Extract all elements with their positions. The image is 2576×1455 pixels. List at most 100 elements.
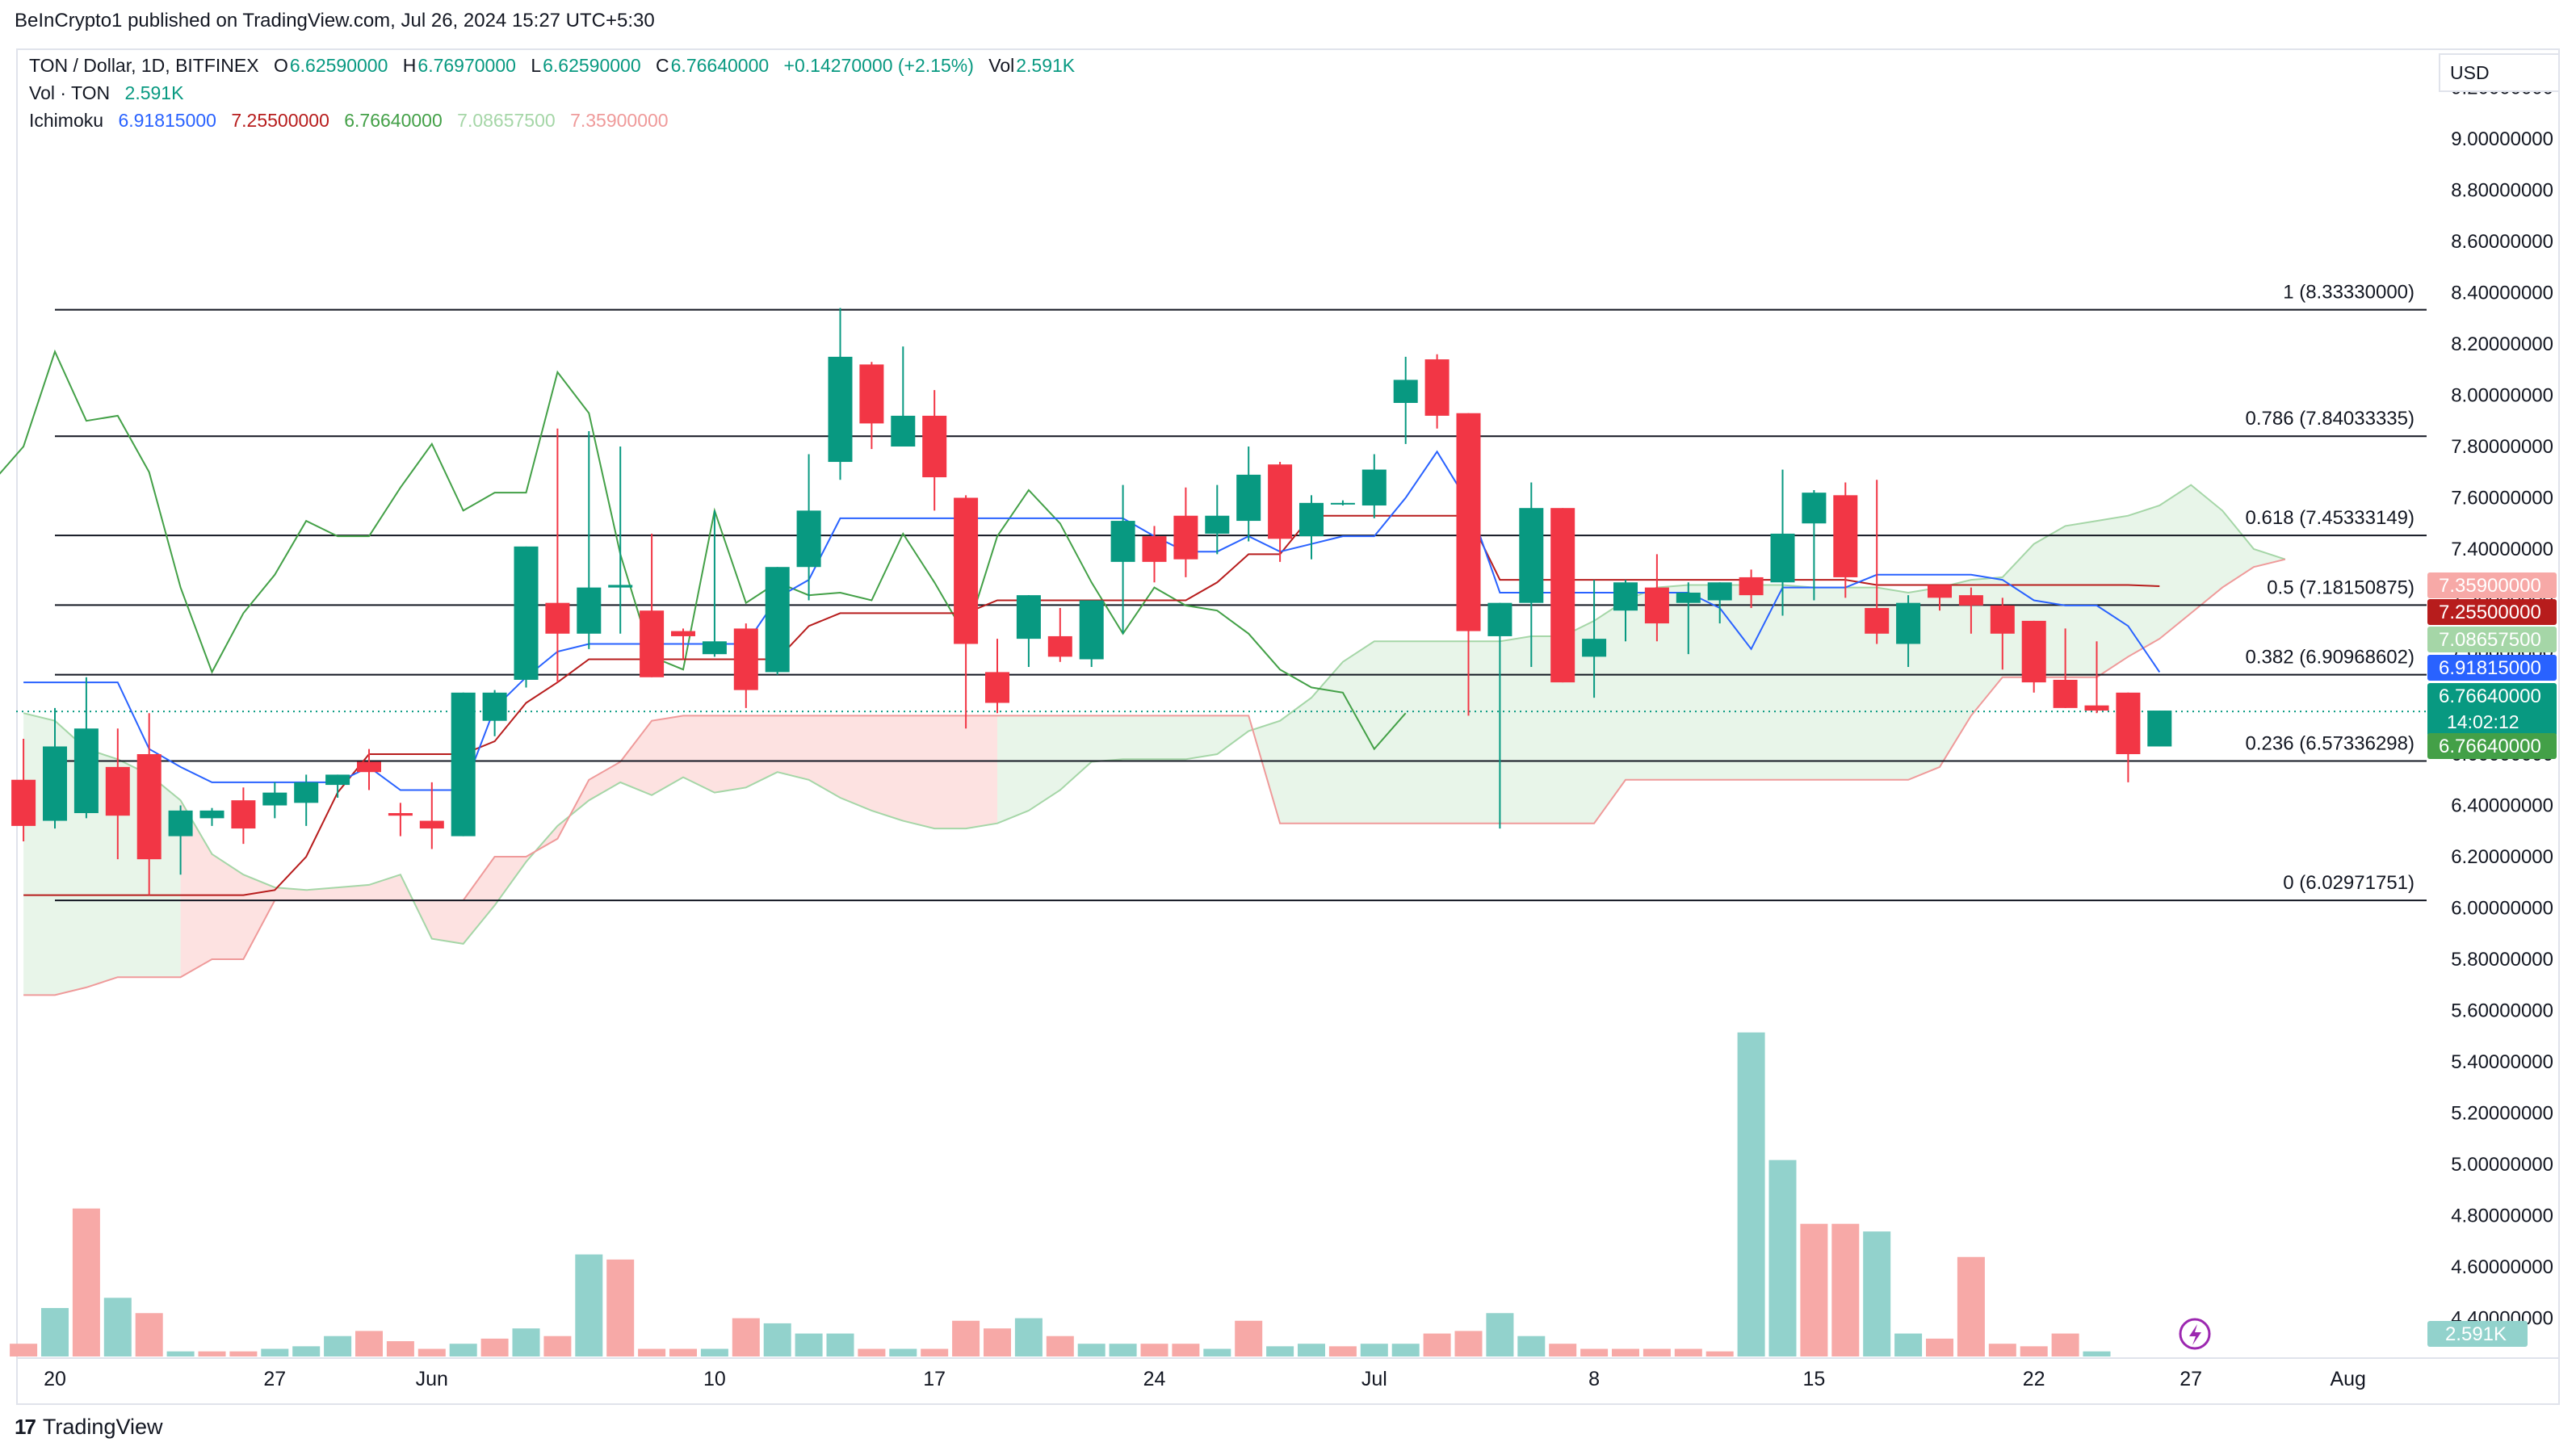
candle-body xyxy=(1173,515,1198,560)
volume-bar xyxy=(166,1351,195,1356)
price-tick-label: 5.60000000 xyxy=(2451,1000,2553,1022)
volume-bar xyxy=(1235,1320,1263,1356)
time-tick-label: 15 xyxy=(1802,1368,1825,1390)
volume-bar xyxy=(1266,1346,1294,1356)
price-tick-label: 4.60000000 xyxy=(2451,1256,2553,1278)
candle-body xyxy=(1236,474,1261,522)
volume-bar xyxy=(1360,1344,1388,1356)
volume-bar xyxy=(1014,1318,1043,1356)
candle-body xyxy=(1361,469,1387,506)
candle-body xyxy=(294,782,319,803)
volume-bar xyxy=(1768,1159,1797,1356)
candle-body xyxy=(43,746,67,821)
tradingview-footer[interactable]: 17 TradingView xyxy=(15,1415,163,1440)
candle-body xyxy=(199,810,224,819)
candle-body xyxy=(1079,600,1104,660)
candle-body xyxy=(985,672,1009,703)
price-tick-label: 7.80000000 xyxy=(2451,436,2553,458)
volume-bar xyxy=(638,1348,666,1356)
candle-body xyxy=(1550,508,1575,683)
volume-bar xyxy=(2083,1351,2111,1356)
tradingview-logo-icon: 17 xyxy=(15,1415,36,1439)
volume-bar xyxy=(1894,1333,1923,1356)
price-tick-label: 6.40000000 xyxy=(2451,795,2553,817)
candle-body xyxy=(1613,582,1638,611)
candle-body xyxy=(325,774,350,786)
volume-bar xyxy=(198,1351,226,1356)
fib-label-0: 0 (6.02971751) xyxy=(2283,872,2414,894)
kijun-value: 7.25500000 xyxy=(231,110,329,131)
ichimoku-label[interactable]: Ichimoku xyxy=(29,110,104,131)
candle-body xyxy=(608,585,633,588)
time-tick-label: Jun xyxy=(416,1368,448,1390)
price-tick-label: 7.40000000 xyxy=(2451,539,2553,560)
candle-body xyxy=(640,610,665,677)
time-tick-label: 8 xyxy=(1588,1368,1600,1390)
candle-body xyxy=(73,728,99,814)
open-value: 6.62590000 xyxy=(289,55,388,76)
volume-indicator-label[interactable]: Vol · TON xyxy=(29,82,111,103)
candle-body xyxy=(765,567,790,673)
price-tick-label: 8.00000000 xyxy=(2451,385,2553,407)
volume-bar xyxy=(10,1344,38,1356)
lightning-icon[interactable] xyxy=(2179,1318,2211,1350)
candle-body xyxy=(388,813,413,816)
price-chart[interactable]: 1 (8.33330000) 0.786 (7.84033335) 0.618 (7… xyxy=(0,0,2576,1405)
volume-bar xyxy=(1486,1313,1514,1356)
candle-body xyxy=(514,546,539,680)
price-tick-label: 5.20000000 xyxy=(2451,1103,2553,1125)
candle-body xyxy=(1802,493,1827,524)
volume-bar xyxy=(1643,1348,1671,1356)
open-label: O xyxy=(273,55,288,76)
price-label-box xyxy=(2427,599,2557,625)
volume-bar xyxy=(1580,1348,1609,1356)
time-tick-label: 22 xyxy=(2023,1368,2045,1390)
volume-bar xyxy=(1454,1331,1483,1356)
volume-bar xyxy=(355,1331,383,1356)
volume-bar xyxy=(1988,1344,2016,1356)
candle-body xyxy=(2021,620,2046,683)
volume-bar xyxy=(543,1335,572,1356)
time-tick-label: Jul xyxy=(1361,1368,1387,1390)
candle-body xyxy=(1299,502,1324,537)
candle-body xyxy=(1016,595,1041,639)
currency-button[interactable]: USD xyxy=(2439,53,2560,92)
symbol-title[interactable]: TON / Dollar, 1D, BITFINEX xyxy=(29,55,259,76)
volume-bar xyxy=(324,1335,352,1356)
candle-body xyxy=(11,779,36,826)
volume-bar xyxy=(1077,1344,1105,1356)
candle-body xyxy=(1582,639,1607,657)
volume-bar xyxy=(763,1323,791,1356)
price-label-box xyxy=(2427,655,2557,681)
volume-bar xyxy=(1328,1346,1357,1356)
volume-bar xyxy=(1612,1348,1639,1356)
candle-body xyxy=(733,628,758,690)
time-tick-label: 27 xyxy=(2180,1368,2202,1390)
candle-body xyxy=(954,497,979,644)
high-label: H xyxy=(402,55,417,76)
price-tick-label: 8.80000000 xyxy=(2451,180,2553,202)
low-label: L xyxy=(531,55,542,76)
volume-bar xyxy=(449,1344,477,1356)
price-labels: 7.35900000 7.25500000 7.08657500 6.91815000… xyxy=(2179,572,2557,1350)
lagging-span-line xyxy=(0,349,1407,751)
price-tick-label: 5.00000000 xyxy=(2451,1154,2553,1176)
candle-body xyxy=(1330,502,1355,505)
tenkan-value: 6.91815000 xyxy=(118,110,216,131)
volume-bar xyxy=(700,1348,728,1356)
candle-body xyxy=(1142,536,1167,562)
price-tick-label: 4.80000000 xyxy=(2451,1206,2553,1227)
volume-bar xyxy=(2020,1346,2048,1356)
candle-body xyxy=(1047,635,1072,657)
price-label-text: 6.91815000 xyxy=(2439,657,2541,679)
price-tick-label: 9.00000000 xyxy=(2451,128,2553,150)
volume-bar xyxy=(2051,1333,2079,1356)
candle-body xyxy=(1519,508,1544,603)
candle-body xyxy=(1676,592,1701,603)
price-tick-label: 6.00000000 xyxy=(2451,898,2553,920)
fib-label-1: 1 (8.33330000) xyxy=(2283,282,2414,304)
volume-bar xyxy=(1957,1256,1985,1356)
time-axis: 20 27 Jun 10 17 24 Jul 8 15 22 27 Aug xyxy=(16,1357,2558,1390)
chart-frame[interactable] xyxy=(16,48,2560,1405)
candle-body xyxy=(671,631,695,636)
